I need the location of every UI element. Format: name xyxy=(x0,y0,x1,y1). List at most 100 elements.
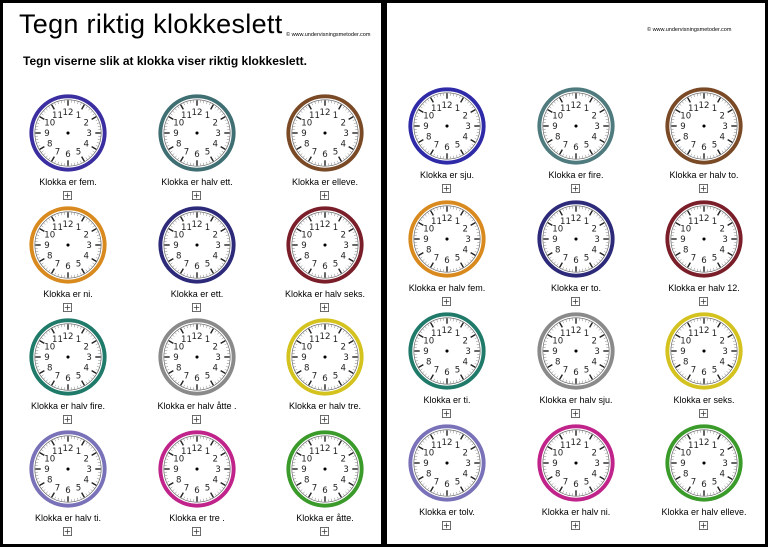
minute-tick xyxy=(420,480,423,483)
clock-number: 3 xyxy=(215,129,220,139)
minute-tick xyxy=(593,99,596,102)
clock-number: 3 xyxy=(86,465,91,475)
clock-number: 5 xyxy=(455,253,460,263)
clock-number: 7 xyxy=(55,371,60,381)
clock-number: 9 xyxy=(552,235,557,245)
clock-number: 2 xyxy=(720,112,725,122)
minute-tick xyxy=(728,443,731,446)
minute-tick xyxy=(353,458,357,460)
minute-tick xyxy=(293,142,297,144)
minute-tick xyxy=(177,157,180,160)
clock-number: 10 xyxy=(173,119,184,129)
minute-tick xyxy=(726,483,729,486)
center-dot xyxy=(323,355,327,359)
clock-number: 5 xyxy=(76,371,81,381)
minute-tick xyxy=(337,496,339,500)
clock-number: 3 xyxy=(343,353,348,363)
minute-tick xyxy=(80,326,82,330)
hour-tick xyxy=(717,262,721,268)
minute-tick xyxy=(471,219,474,222)
minute-tick xyxy=(728,106,731,109)
minute-tick xyxy=(209,160,211,164)
hour-tick xyxy=(348,370,354,374)
clock-number: 4 xyxy=(720,470,725,480)
clock-number: 1 xyxy=(76,335,81,345)
hour-tick xyxy=(81,156,85,162)
minute-tick xyxy=(677,256,680,259)
clock-number: 8 xyxy=(304,140,309,150)
minute-tick xyxy=(415,135,419,137)
minute-tick xyxy=(96,234,100,236)
hour-tick xyxy=(430,322,434,328)
minute-tick xyxy=(305,106,308,109)
clock-number: 8 xyxy=(683,133,688,143)
minute-tick xyxy=(342,106,345,109)
minute-tick xyxy=(225,234,229,236)
hour-tick xyxy=(308,328,312,334)
minute-tick xyxy=(475,340,479,342)
minute-tick xyxy=(474,337,478,339)
clock-number: 5 xyxy=(205,259,210,269)
minute-tick xyxy=(690,95,692,99)
minute-tick xyxy=(77,385,79,389)
clock-rim xyxy=(158,430,236,508)
clock-number: 2 xyxy=(592,449,597,459)
clock-caption: Klokka er tre . xyxy=(169,513,225,523)
hour-tick xyxy=(470,109,476,113)
minute-tick xyxy=(549,443,552,446)
clock-number: 3 xyxy=(343,241,348,251)
minute-tick xyxy=(731,475,735,477)
copyright-text: © www.undervisningsmetoder.com xyxy=(286,32,371,38)
minute-tick xyxy=(352,145,356,147)
clock-number: 8 xyxy=(426,246,431,256)
minute-tick xyxy=(57,101,59,105)
minute-tick xyxy=(721,375,724,378)
minute-tick xyxy=(424,261,427,264)
minute-tick xyxy=(186,213,188,217)
clock-exercise: 12 1 2 3 4 5 6 7 8 9 10 11 Klokka er tre . xyxy=(137,430,257,540)
minute-tick xyxy=(166,455,170,457)
clock-number: 2 xyxy=(84,231,89,241)
clock-caption: Klokka er sju. xyxy=(419,170,475,180)
minute-tick xyxy=(43,153,46,156)
plus-box-icon xyxy=(320,415,329,424)
hour-tick xyxy=(210,156,214,162)
minute-tick xyxy=(90,153,93,156)
minute-tick xyxy=(352,455,356,457)
clock-caption: Klokka er åtte. xyxy=(296,513,354,523)
minute-tick xyxy=(673,138,677,140)
clock-number: 1 xyxy=(584,441,589,451)
hour-tick xyxy=(675,222,681,226)
minute-tick xyxy=(679,440,682,443)
clock-exercise: 12 1 2 3 4 5 6 7 8 9 10 11 Klokka er halv to. xyxy=(644,87,764,197)
clock-number: 12 xyxy=(63,444,74,454)
clock-rim xyxy=(29,206,107,284)
clock-number: 6 xyxy=(573,480,578,490)
minute-tick xyxy=(469,371,472,374)
minute-tick xyxy=(36,478,40,480)
